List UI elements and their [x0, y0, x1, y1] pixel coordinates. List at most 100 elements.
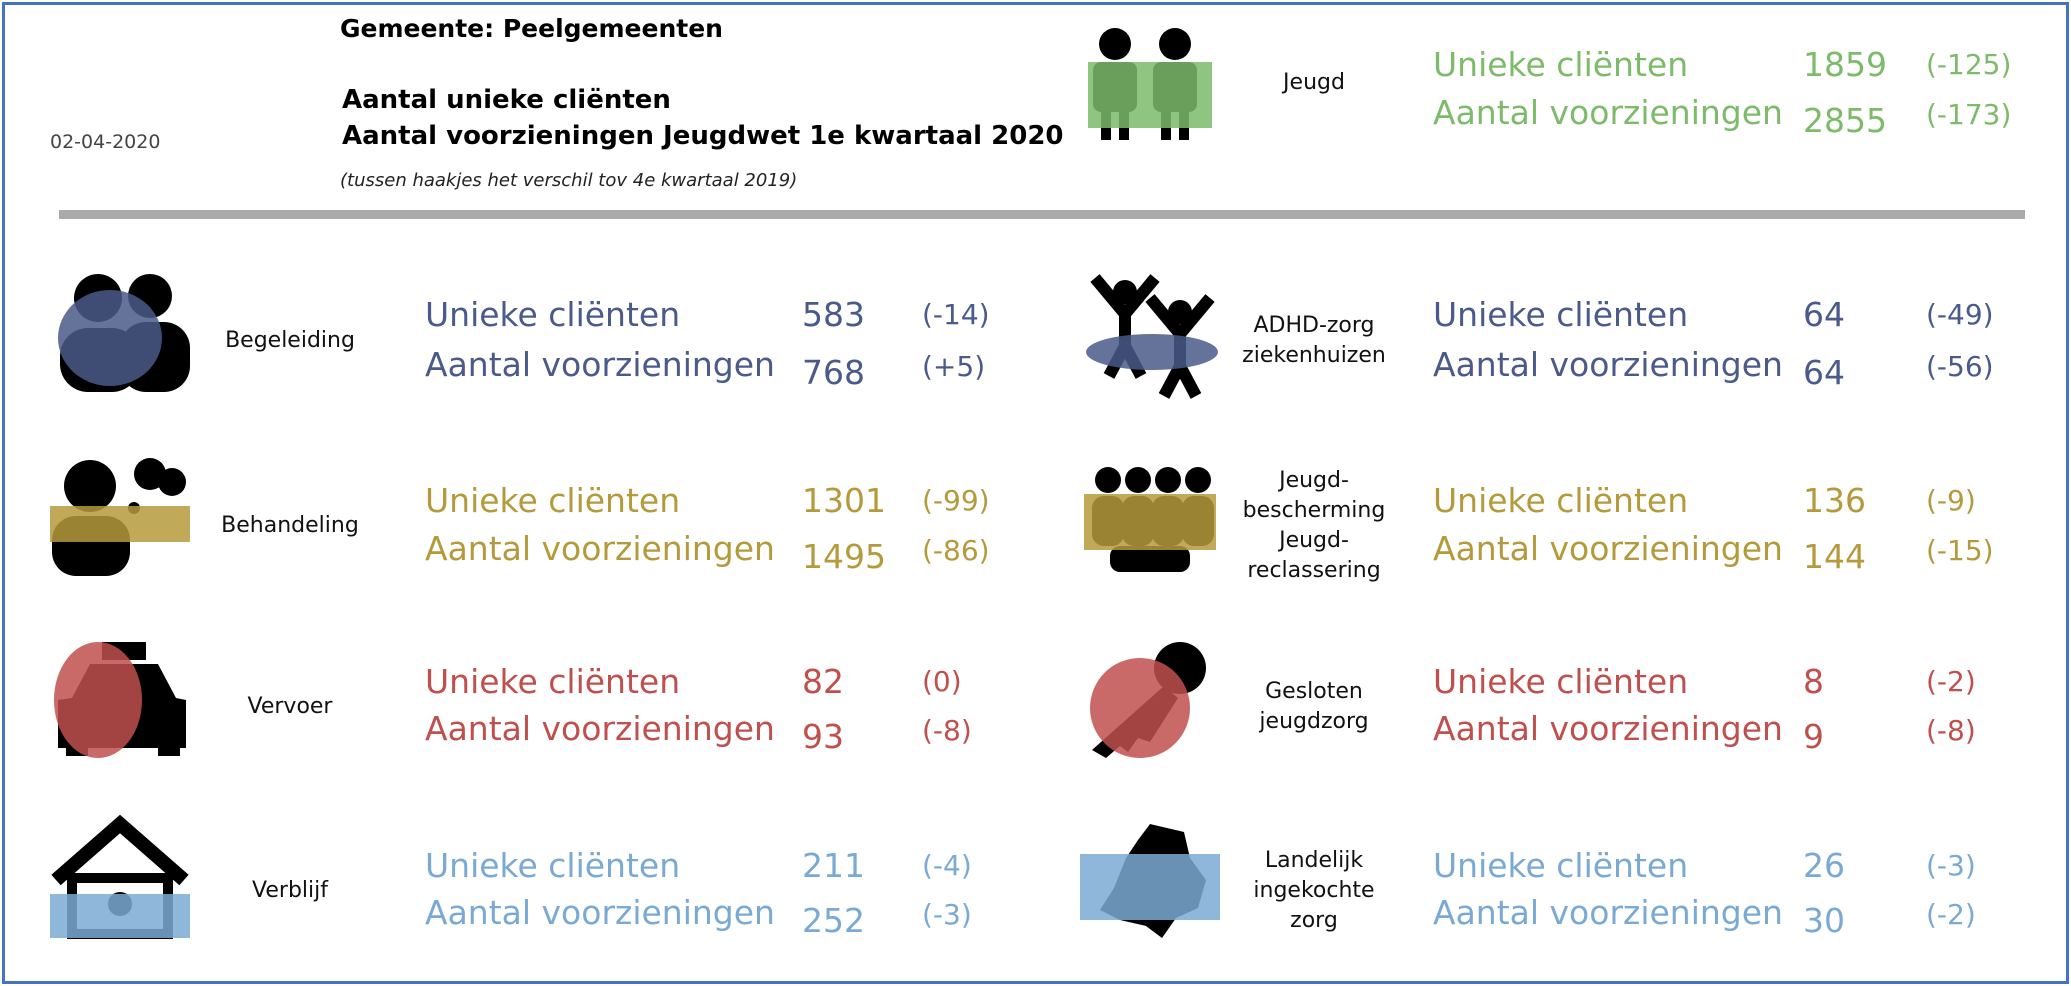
metric-label: Aantal voorzieningen — [1433, 529, 1783, 568]
metric-value: 1495 — [802, 537, 886, 576]
category-label: ziekenhuizen — [1242, 343, 1386, 368]
icon-part — [1125, 467, 1151, 493]
category-label: Jeugd — [1283, 70, 1345, 95]
metric-label: Unieke cliënten — [425, 846, 681, 885]
metric-value: 30 — [1803, 901, 1845, 940]
title-line: Aantal voorzieningen Jeugdwet 1e kwartaa… — [342, 121, 1064, 151]
icon-part — [1185, 467, 1211, 493]
metric-value: 64 — [1803, 295, 1845, 334]
icon-part — [1155, 467, 1181, 493]
metric-value: 768 — [802, 353, 865, 392]
metric-value: 64 — [1803, 353, 1845, 392]
icon — [1080, 824, 1220, 938]
metric-change: (-2) — [1926, 898, 1976, 931]
icon-part — [158, 468, 186, 496]
metric-value: 252 — [802, 901, 865, 940]
metric-value: 2855 — [1803, 101, 1887, 140]
metric-label: Aantal voorzieningen — [1433, 345, 1783, 384]
metric-change: (-14) — [922, 298, 990, 331]
metric-change: (-4) — [922, 849, 972, 882]
metric-label: Aantal voorzieningen — [1433, 893, 1783, 932]
category-label: ADHD-zorg — [1253, 313, 1375, 338]
metric-label: Aantal voorzieningen — [425, 345, 775, 384]
metric-label: Aantal voorzieningen — [425, 893, 775, 932]
metric-label: Unieke cliënten — [1433, 846, 1689, 885]
icon-part — [1095, 467, 1121, 493]
metric-change: (-15) — [1926, 534, 1994, 567]
metric-change: (-49) — [1926, 298, 1994, 331]
metric-value: 1301 — [802, 481, 886, 520]
icon-part — [51, 814, 189, 886]
metric-change: (0) — [922, 665, 962, 698]
metric-label: Unieke cliënten — [1433, 662, 1689, 701]
metric-value: 144 — [1803, 537, 1866, 576]
metric-change: (-9) — [1926, 484, 1976, 517]
icon-part — [54, 642, 142, 758]
category-label: Verblijf — [252, 877, 328, 903]
icon — [1086, 274, 1218, 399]
metric-change: (-8) — [1926, 714, 1976, 747]
icon-part — [1088, 62, 1212, 128]
category-label: zorg — [1290, 907, 1338, 933]
category-label: Landelijk — [1264, 847, 1364, 873]
metric-value: 136 — [1803, 481, 1866, 520]
metric-change: (-3) — [922, 898, 972, 931]
icon-part — [1159, 28, 1191, 60]
icon — [1084, 467, 1216, 572]
icon-part — [64, 460, 116, 512]
icon — [1088, 28, 1212, 140]
metric-label: Unieke cliënten — [1433, 481, 1689, 520]
icon-part — [50, 894, 190, 938]
category-label: Jeugd- — [1279, 468, 1349, 493]
title-line: Aantal unieke cliënten — [342, 85, 671, 115]
metric-label: Unieke cliënten — [425, 295, 681, 334]
icon-part — [1090, 658, 1190, 758]
icon-part — [1099, 28, 1131, 60]
metric-change: (+5) — [922, 350, 986, 383]
icon-part — [1110, 546, 1190, 572]
category-label: Behandeling — [221, 513, 359, 538]
icon-part — [58, 290, 162, 386]
metric-change: (-56) — [1926, 350, 1994, 383]
icon — [54, 642, 186, 758]
metric-change: (-8) — [922, 714, 972, 747]
metric-label: Aantal voorzieningen — [1433, 93, 1783, 132]
date: 02-04-2020 — [50, 131, 161, 153]
category-label: reclassering — [1247, 558, 1381, 583]
icon-part — [1086, 334, 1218, 370]
metric-change: (-3) — [1926, 849, 1976, 882]
metric-change: (-2) — [1926, 665, 1976, 698]
icon — [58, 274, 190, 392]
metric-value: 8 — [1803, 662, 1824, 701]
metric-change: (-99) — [922, 484, 990, 517]
metric-label: Unieke cliënten — [1433, 45, 1689, 84]
icon-part — [50, 506, 190, 542]
category-label: bescherming — [1242, 498, 1386, 523]
metric-label: Unieke cliënten — [1433, 295, 1689, 334]
metric-change: (-125) — [1926, 48, 2012, 81]
category-label: Begeleiding — [225, 328, 355, 353]
metric-value: 82 — [802, 662, 844, 701]
metric-value: 1859 — [1803, 45, 1887, 84]
metric-value: 211 — [802, 846, 865, 885]
metric-label: Aantal voorzieningen — [425, 529, 775, 568]
metric-label: Unieke cliënten — [425, 662, 681, 701]
metric-change: (-86) — [922, 534, 990, 567]
metric-value: 26 — [1803, 846, 1845, 885]
icon-part — [158, 742, 180, 756]
metric-value: 93 — [802, 717, 844, 756]
metric-label: Aantal voorzieningen — [1433, 709, 1783, 748]
municipality: Gemeente: Peelgemeenten — [340, 14, 723, 43]
metric-label: Unieke cliënten — [425, 481, 681, 520]
metric-change: (-173) — [1926, 98, 2012, 131]
icon — [50, 814, 190, 939]
metric-value: 583 — [802, 295, 865, 334]
category-label: Gesloten — [1265, 678, 1363, 704]
category-label: jeugdzorg — [1259, 708, 1369, 734]
icon — [50, 458, 190, 576]
divider — [59, 210, 2025, 219]
category-label: ingekochte — [1253, 877, 1375, 903]
